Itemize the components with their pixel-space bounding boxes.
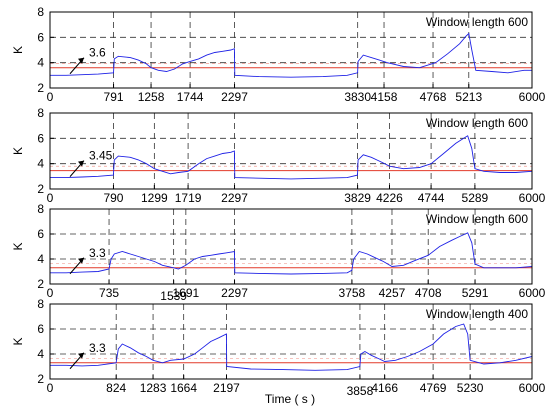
- y-tick-label: 6: [37, 227, 44, 241]
- x-tick-label: 4166: [371, 381, 398, 395]
- x-tick-label: 1744: [177, 90, 204, 104]
- threshold-annotation: 3.3: [89, 341, 106, 355]
- x-tick-label: 791: [104, 90, 124, 104]
- x-tick-label: 790: [103, 191, 123, 205]
- x-tick-label: 6000: [519, 90, 546, 104]
- x-tick-label: 3830: [344, 90, 371, 104]
- axes-frame: [49, 208, 533, 285]
- y-axis-label: K: [11, 337, 25, 345]
- x-tick-label: 0: [47, 191, 54, 205]
- x-tick-label: 6000: [519, 286, 546, 300]
- annotation-arrow-head: [78, 57, 84, 64]
- y-tick-label: 8: [37, 106, 44, 120]
- y-tick-label: 2: [37, 182, 44, 196]
- y-tick-label: 2: [37, 372, 44, 386]
- x-tick-label: 6000: [519, 191, 546, 205]
- y-tick-label: 6: [37, 131, 44, 145]
- x-tick-label: 3758: [339, 286, 366, 300]
- x-tick-label: 0: [47, 381, 54, 395]
- threshold-annotation: 3.6: [89, 46, 106, 60]
- x-tick-label: 3829: [344, 191, 371, 205]
- y-tick-label: 6: [37, 322, 44, 336]
- annotation-arrow-head: [78, 160, 84, 167]
- x-tick-label: 1719: [175, 191, 202, 205]
- x-tick-label: 1283: [140, 381, 167, 395]
- x-tick-label: 1664: [170, 381, 197, 395]
- axes-frame: [49, 112, 533, 190]
- y-axis-label: K: [11, 242, 25, 250]
- y-tick-label: 2: [37, 81, 44, 95]
- panel-2: 2 4 6 8 K 0 790 1299 1719 2297 3829 4226 4744 5289 600…: [11, 106, 546, 205]
- x-tick-label: 2297: [221, 191, 248, 205]
- x-axis-label: Time ( s ): [265, 392, 315, 406]
- y-tick-label: 8: [37, 5, 44, 19]
- x-tick-label: 735: [99, 286, 119, 300]
- x-tick-label: 2197: [213, 381, 240, 395]
- x-tick-label: 1539: [160, 289, 187, 303]
- x-tick-label: 4226: [376, 191, 403, 205]
- x-tick-label: 4158: [371, 90, 398, 104]
- x-tick-label: 4744: [418, 191, 445, 205]
- y-tick-label: 8: [37, 202, 44, 216]
- x-tick-label: 5291: [462, 286, 489, 300]
- window-length-label: Window length 600: [426, 116, 528, 130]
- x-tick-label: 4769: [420, 381, 447, 395]
- x-tick-label: 1258: [138, 90, 165, 104]
- y-tick-label: 4: [37, 347, 44, 361]
- x-tick-label: 2297: [221, 286, 248, 300]
- window-length-label: Window length 600: [426, 212, 528, 226]
- x-tick-label: 4768: [420, 90, 447, 104]
- x-tick-label: 5230: [457, 381, 484, 395]
- x-tick-label: 0: [47, 286, 54, 300]
- x-tick-label: 1691: [172, 286, 199, 300]
- x-tick-label: 0: [47, 90, 54, 104]
- window-length-label: Window length 600: [426, 15, 528, 29]
- panel-1: 2 4 6 8 K 0 791 1258 1744 2297 3830 4158 4768 5213 600…: [11, 5, 546, 104]
- x-tick-label: 5289: [462, 191, 489, 205]
- x-tick-label: 6000: [519, 381, 546, 395]
- annotation-arrow-head: [78, 257, 84, 264]
- x-tick-label: 4257: [379, 286, 406, 300]
- x-tick-label: 2297: [221, 90, 248, 104]
- y-tick-label: 8: [37, 297, 44, 311]
- y-axis-label: K: [11, 147, 25, 155]
- axes-frame: [49, 11, 533, 89]
- x-tick-label: 5213: [455, 90, 482, 104]
- signal-line: [50, 32, 532, 78]
- annotation-arrow-head: [78, 352, 84, 359]
- y-axis-label: K: [11, 46, 25, 54]
- signal-line: [50, 135, 533, 180]
- y-tick-label: 6: [37, 30, 44, 44]
- signal-line: [50, 232, 533, 275]
- axes-frame: [49, 303, 533, 380]
- y-tick-label: 2: [37, 277, 44, 291]
- x-tick-label: 1299: [141, 191, 168, 205]
- y-tick-label: 4: [37, 252, 44, 266]
- window-length-label: Window length 400: [426, 307, 528, 321]
- threshold-annotation: 3.45: [89, 149, 113, 163]
- y-tick-label: 4: [37, 56, 44, 70]
- threshold-annotation: 3.3: [89, 246, 106, 260]
- x-tick-label: 824: [106, 381, 126, 395]
- x-tick-label: 3858: [347, 384, 374, 398]
- signal-line: [50, 323, 533, 371]
- x-tick-label: 4708: [415, 286, 442, 300]
- y-tick-label: 4: [37, 157, 44, 171]
